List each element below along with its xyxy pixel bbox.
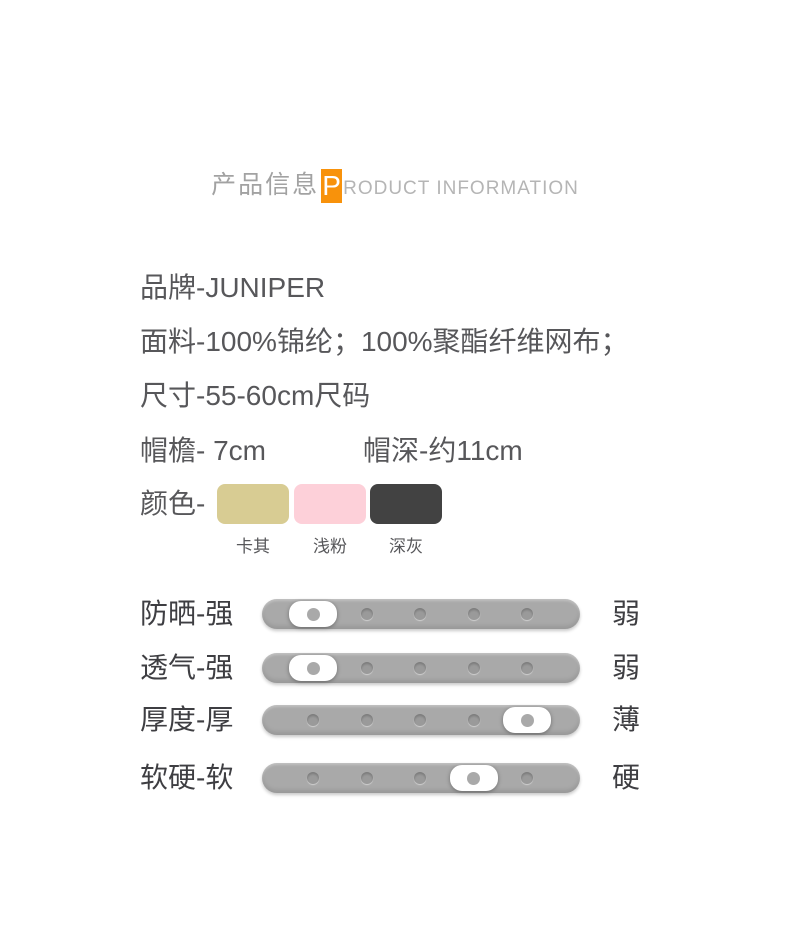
slider-dot (521, 662, 533, 674)
color-swatch (370, 484, 442, 524)
knob-dot (520, 713, 534, 727)
slider-right-label: 硬 (612, 762, 641, 793)
spec-fabric: 面料-100%锦纶；100%聚酯纤维网布； (140, 326, 629, 357)
slider-dot (467, 714, 480, 726)
slider-bar (262, 653, 580, 683)
slider-dot (414, 608, 426, 620)
slider-left-label: 透气-强 (140, 652, 234, 683)
color-swatch (294, 484, 366, 524)
slider-row: 厚度-厚 薄 (0, 705, 790, 735)
slider-knob (449, 765, 498, 791)
title-en-initial: P (322, 170, 341, 201)
slider-right-label: 弱 (612, 652, 641, 683)
slider-row: 软硬-软 硬 (0, 763, 790, 793)
slider-left-label: 软硬-软 (140, 762, 234, 793)
spec-depth: 帽深-约11cm (363, 435, 523, 466)
slider-dot (414, 714, 426, 726)
slider-row: 透气-强 弱 (0, 653, 790, 683)
knob-dot (467, 771, 480, 785)
slider-dot (360, 608, 373, 620)
spec-brim: 帽檐- 7cm (140, 435, 267, 466)
slider-dot (307, 714, 319, 726)
spec-brand: 品牌-JUNIPER (140, 272, 326, 303)
slider-dot (521, 608, 533, 620)
slider-knob (289, 601, 337, 627)
slider-dot (467, 662, 480, 674)
slider-dot (414, 662, 426, 674)
slider-dot (360, 772, 373, 784)
slider-knob (503, 707, 551, 733)
color-swatch-name: 卡其 (236, 537, 270, 556)
knob-dot (306, 607, 320, 621)
slider-dot (307, 772, 319, 784)
page-title: 产品信息 P RODUCT INFORMATION (0, 169, 790, 203)
color-swatch-name: 深灰 (389, 537, 423, 556)
knob-dot (306, 661, 320, 675)
title-accent-box: P (321, 169, 343, 203)
slider-bar (262, 705, 580, 735)
slider-dot (360, 714, 373, 726)
slider-dot (521, 772, 533, 784)
slider-left-label: 防晒-强 (140, 598, 234, 629)
slider-right-label: 弱 (612, 598, 641, 629)
slider-bar (262, 763, 580, 793)
slider-right-label: 薄 (612, 704, 641, 735)
title-chinese: 产品信息 (211, 171, 320, 199)
slider-dot (360, 662, 373, 674)
slider-bar (262, 599, 580, 629)
color-swatch-name: 浅粉 (313, 537, 347, 556)
spec-size: 尺寸-55-60cm尺码 (140, 380, 371, 411)
slider-dot (414, 772, 426, 784)
color-swatch (217, 484, 289, 524)
slider-knob (289, 655, 337, 681)
color-section-label: 颜色- (140, 488, 206, 519)
slider-dot (467, 608, 480, 620)
title-english: RODUCT INFORMATION (343, 178, 579, 199)
slider-left-label: 厚度-厚 (140, 704, 234, 735)
slider-row: 防晒-强 弱 (0, 599, 790, 629)
